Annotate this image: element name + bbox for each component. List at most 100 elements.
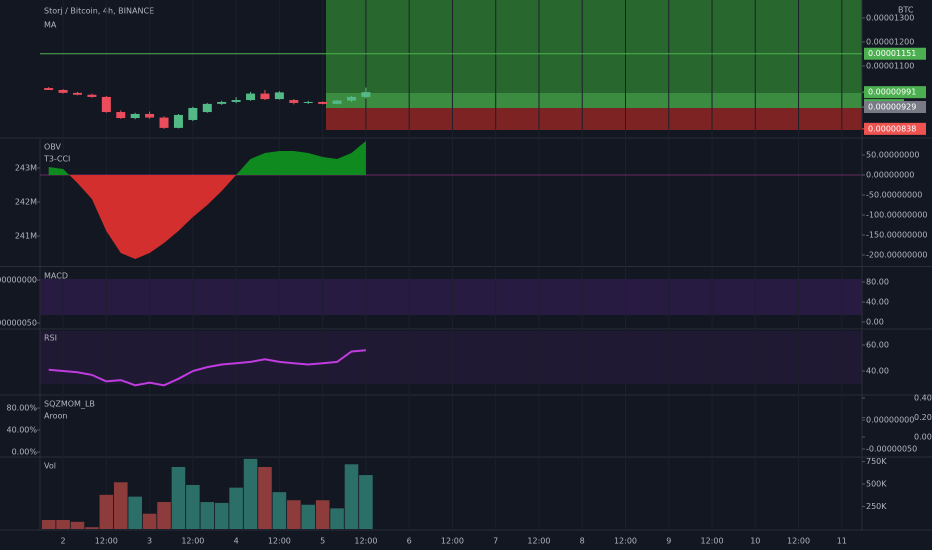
volume-bar [344,464,359,529]
volume-bar [330,508,344,529]
volume-bar [128,496,142,529]
currency: BTC [898,6,914,15]
volume-bar [186,484,200,529]
volume-bar [243,458,258,529]
x-tick-label: 12:00 [95,537,118,546]
x-tick-label: 5 [320,537,325,546]
y-tick-label: 40.00 [866,298,889,307]
x-tick-label: 6 [407,537,412,546]
stop-zone [326,108,862,130]
candle-body [332,100,342,104]
y-tick-label: 50.00000000 [866,151,919,160]
x-tick-label: 2 [61,537,66,546]
candle-body [159,117,169,128]
price-badge-label: 0.00000991 [868,88,916,97]
y-tick-label: 80.00 [866,278,889,287]
y-tick-label: 243M [15,163,37,172]
target-zone [326,0,862,93]
x-tick-label: 12:00 [614,537,637,546]
candle-body [289,100,299,103]
y-tick-label: 0.00% [12,447,38,456]
x-tick-label: 11 [837,537,847,546]
x-tick-label: 12:00 [787,537,810,546]
y-tick-label: -150.00000000 [866,231,927,240]
pane-label: Vol [44,462,56,471]
x-tick-label: 12:00 [181,537,204,546]
y-tick-label: 0.00000000 [866,171,914,180]
pane-label: RSI [44,334,57,343]
volume-bar [229,487,243,529]
candle-body [274,92,284,100]
volume-bar [157,502,171,529]
y-tick-label: 0.40 [914,393,932,402]
pane-label: OBV [44,143,62,152]
candle-body [44,88,54,90]
rsi-line [48,349,366,387]
price-badge [864,101,926,114]
price-badge [864,122,926,135]
volume-bar [70,521,85,529]
candle-body [217,101,227,104]
x-tick-label: 12:00 [354,537,377,546]
volume-bar [99,494,114,529]
y-tick-label: 0.00000000 [866,416,914,425]
x-tick-label: 12:00 [268,537,291,546]
candle-body [173,114,183,128]
x-tick-label: 3 [147,537,152,546]
y-tick-label: -200.00000000 [866,251,927,260]
y-tick-label: 0.00001300 [866,13,914,22]
x-tick-label: 7 [493,537,498,546]
y-tick-label: -0.00000050 [0,319,37,328]
y-tick-label: 40.00 [866,366,889,375]
pane-label: MACD [44,272,68,281]
volume-bar [287,500,301,529]
pane-label: MA [44,21,57,30]
volume-bar [142,513,157,529]
y-tick-label: 0.00001100 [866,61,914,70]
volume-bar [315,500,330,529]
y-tick-label: 242M [15,198,37,207]
candle-body [116,112,126,119]
rsi-band [40,331,862,384]
volume-bar [258,466,272,529]
y-tick-label: 500K [866,480,887,489]
candle-body [202,103,212,113]
volume-bar [85,527,99,529]
volume-bar [200,502,215,529]
candle-body [246,93,256,101]
x-tick-label: 10 [750,537,760,546]
x-tick-label: 8 [580,537,585,546]
candle-body [87,94,97,97]
y-tick-label: -0.00000050 [866,444,917,453]
price-badge-label: 0.00001151 [868,49,916,58]
x-tick-label: 12:00 [527,537,550,546]
pane-label: T3-CCI [43,155,70,164]
candle-body [58,89,68,93]
candle-body [101,96,111,113]
y-tick-label: 241M [15,232,37,241]
y-tick-label: 40.00% [6,425,37,434]
volume-bar [41,520,56,529]
volume-bar [214,502,229,529]
cci-area [48,141,366,259]
candle-body [130,113,140,119]
volume-bar [301,504,316,529]
pane-label: SQZMOM_LB [44,400,95,409]
x-tick-label: 12:00 [700,537,723,546]
candle-body [361,92,371,97]
candle-body [303,101,313,103]
chart-title: Storj / Bitcoin, 4h, BINANCE [44,7,154,16]
volume-bar [171,466,186,529]
y-tick-label: -100.00000000 [866,211,927,220]
candle-body [145,113,155,118]
candle-body [231,100,241,102]
price-badge [864,47,926,60]
candle-body [318,101,328,104]
volume-bar [113,482,128,529]
price-badge [864,86,926,99]
y-tick-label: 750K [866,457,887,466]
y-tick-label: 0.00000000 [0,276,37,285]
